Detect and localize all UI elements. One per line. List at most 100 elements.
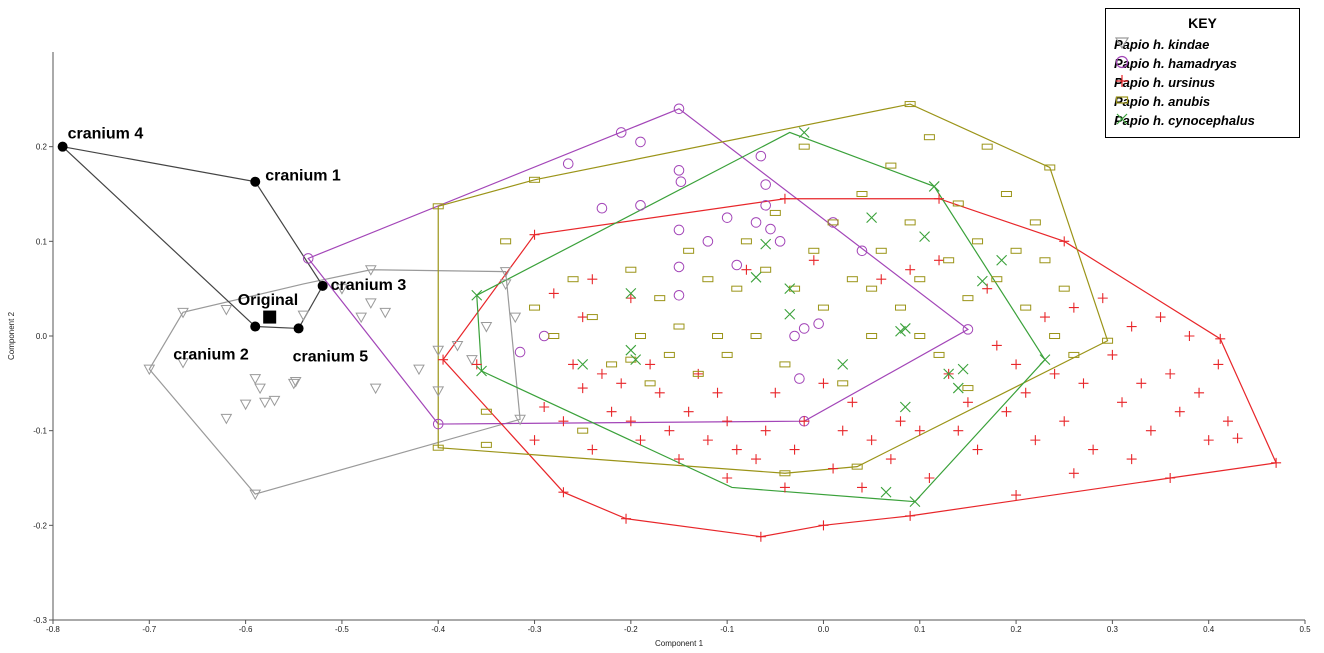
x-tick-label: -0.7 <box>142 625 156 634</box>
data-point <box>254 383 266 395</box>
legend-label: Papio h. hamadryas <box>1114 55 1237 71</box>
data-point <box>451 340 464 352</box>
data-point <box>577 359 589 370</box>
triangle-down-icon <box>1114 37 1130 50</box>
data-point <box>876 274 887 285</box>
data-point <box>924 473 935 483</box>
data-point <box>885 454 896 465</box>
data-point <box>1068 468 1079 479</box>
data-point <box>379 307 392 319</box>
data-point <box>293 323 304 334</box>
data-point <box>529 435 540 446</box>
data-point <box>673 165 685 176</box>
data-point <box>837 425 848 436</box>
data-point <box>596 368 607 379</box>
data-point <box>287 378 300 390</box>
data-point <box>808 255 819 266</box>
data-point <box>972 238 984 245</box>
data-point <box>220 413 233 425</box>
x-axis-label: Component 1 <box>655 639 704 648</box>
data-point <box>837 380 849 387</box>
data-point <box>480 322 493 333</box>
data-point <box>621 513 632 524</box>
data-point <box>692 370 704 377</box>
data-point <box>1126 321 1137 332</box>
convex-hull <box>307 108 970 425</box>
data-point <box>702 435 713 446</box>
x-tick-label: 0.2 <box>1011 625 1023 634</box>
y-axis-label: Component 2 <box>7 311 16 360</box>
data-point <box>818 378 829 389</box>
data-point <box>779 361 791 368</box>
data-point <box>846 276 858 283</box>
data-point <box>250 176 261 187</box>
data-point <box>250 321 261 332</box>
cranium-label: cranium 2 <box>173 347 249 364</box>
data-point <box>558 416 569 427</box>
data-point <box>336 284 348 295</box>
data-point <box>438 354 449 365</box>
data-point <box>1011 490 1022 501</box>
data-point <box>625 293 636 304</box>
data-point <box>866 435 877 446</box>
data-point <box>755 150 767 162</box>
data-point <box>625 266 637 273</box>
data-point <box>899 401 911 413</box>
data-point <box>500 238 512 245</box>
data-point <box>177 307 189 319</box>
data-point <box>905 510 916 521</box>
data-point <box>499 279 512 290</box>
data-point <box>1107 349 1118 360</box>
data-point <box>957 363 969 375</box>
data-point <box>847 397 858 408</box>
legend-item-hamadryas: Papio h. hamadryas <box>1114 54 1237 72</box>
data-point <box>1088 444 1099 455</box>
data-point <box>1049 368 1060 379</box>
data-point <box>1102 337 1114 344</box>
data-point <box>774 236 786 247</box>
data-point <box>476 365 487 377</box>
cranium-label: cranium 4 <box>68 126 144 143</box>
data-point <box>1194 387 1205 398</box>
data-point <box>905 264 916 275</box>
data-point <box>1049 333 1061 339</box>
data-point <box>1232 433 1243 444</box>
data-point <box>644 380 656 387</box>
data-point <box>721 212 733 223</box>
data-point <box>750 271 762 283</box>
data-point <box>1184 331 1195 341</box>
data-point <box>899 323 911 334</box>
data-point <box>895 325 906 337</box>
data-point <box>577 427 589 434</box>
data-point <box>664 425 675 436</box>
data-point <box>635 435 646 446</box>
data-point <box>972 444 983 455</box>
data-point <box>558 487 569 498</box>
y-tick-label: 0.1 <box>36 237 48 246</box>
data-point <box>1058 285 1070 292</box>
data-point <box>750 217 762 228</box>
data-point <box>143 364 156 376</box>
data-point <box>539 402 550 412</box>
data-point <box>789 330 800 342</box>
data-point <box>784 283 796 295</box>
data-point <box>471 359 482 370</box>
data-point <box>943 368 955 380</box>
data-point <box>904 101 916 108</box>
data-point <box>616 378 627 389</box>
data-point <box>755 531 766 542</box>
data-point <box>722 416 733 427</box>
data-point <box>794 373 805 384</box>
legend-title: KEY <box>1188 15 1217 31</box>
data-point <box>606 406 617 417</box>
x-tick-label: -0.1 <box>720 625 734 634</box>
data-point <box>712 333 724 339</box>
x-tick-label: -0.8 <box>46 625 60 634</box>
data-point <box>663 351 675 358</box>
data-point <box>779 470 791 477</box>
data-point <box>962 324 974 335</box>
data-point <box>914 333 926 339</box>
data-point <box>615 127 627 138</box>
data-point <box>548 333 560 339</box>
